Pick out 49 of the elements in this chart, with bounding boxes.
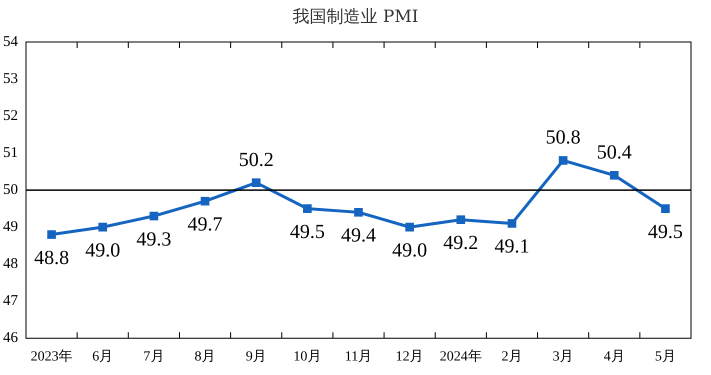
x-tick-label: 2月	[501, 349, 522, 364]
data-label: 49.1	[494, 236, 530, 258]
x-tick-label: 9月	[246, 349, 267, 364]
point	[252, 178, 261, 188]
point	[303, 204, 312, 213]
point	[47, 230, 56, 239]
x-tick-label: 11月	[344, 349, 372, 364]
data-label: 49.7	[188, 213, 223, 236]
y-tick-label: 52	[3, 108, 18, 124]
point	[354, 208, 363, 217]
x-tick-label: 2023年	[30, 348, 73, 364]
x-tick-label: 10月	[293, 349, 322, 364]
data-label: 50.4	[596, 142, 632, 164]
x-tick-label: 3月	[552, 349, 574, 364]
point	[610, 170, 619, 180]
y-tick-label: 49	[3, 219, 18, 236]
y-tick-label: 46	[3, 330, 18, 346]
data-label: 49.2	[443, 232, 478, 254]
point	[558, 156, 568, 165]
data-label: 49.3	[136, 228, 172, 250]
x-tick-label: 8月	[194, 349, 216, 364]
data-label: 48.8	[34, 246, 70, 269]
point	[98, 222, 108, 232]
y-tick-label: 51	[3, 145, 18, 162]
y-tick-label: 48	[3, 256, 18, 272]
x-tick-label: 6月	[92, 349, 114, 364]
data-label: 50.2	[238, 148, 274, 171]
point	[200, 196, 210, 206]
y-tick-label: 53	[3, 70, 18, 87]
x-tick-label: 12月	[396, 349, 424, 364]
point	[456, 215, 466, 224]
chart-title: 我国制造业 PMI	[292, 6, 420, 29]
x-tick-label: 7月	[143, 349, 164, 364]
data-label: 50.8	[546, 126, 581, 149]
y-tick-label: 54	[3, 34, 18, 50]
data-label: 49.5	[290, 220, 325, 243]
point	[508, 219, 516, 228]
y-tick-label: 50	[3, 182, 18, 198]
y-tick-label: 47	[3, 293, 18, 310]
data-label: 49.4	[341, 224, 376, 247]
data-label: 49.0	[85, 239, 120, 262]
point	[405, 222, 414, 232]
x-tick-label: 4月	[604, 349, 625, 364]
x-tick-label: 5月	[654, 349, 676, 364]
data-label: 49.5	[648, 220, 683, 243]
point	[150, 212, 158, 220]
data-label: 49.0	[392, 239, 428, 262]
x-tick-label: 2024年	[440, 348, 482, 364]
point	[661, 204, 670, 213]
